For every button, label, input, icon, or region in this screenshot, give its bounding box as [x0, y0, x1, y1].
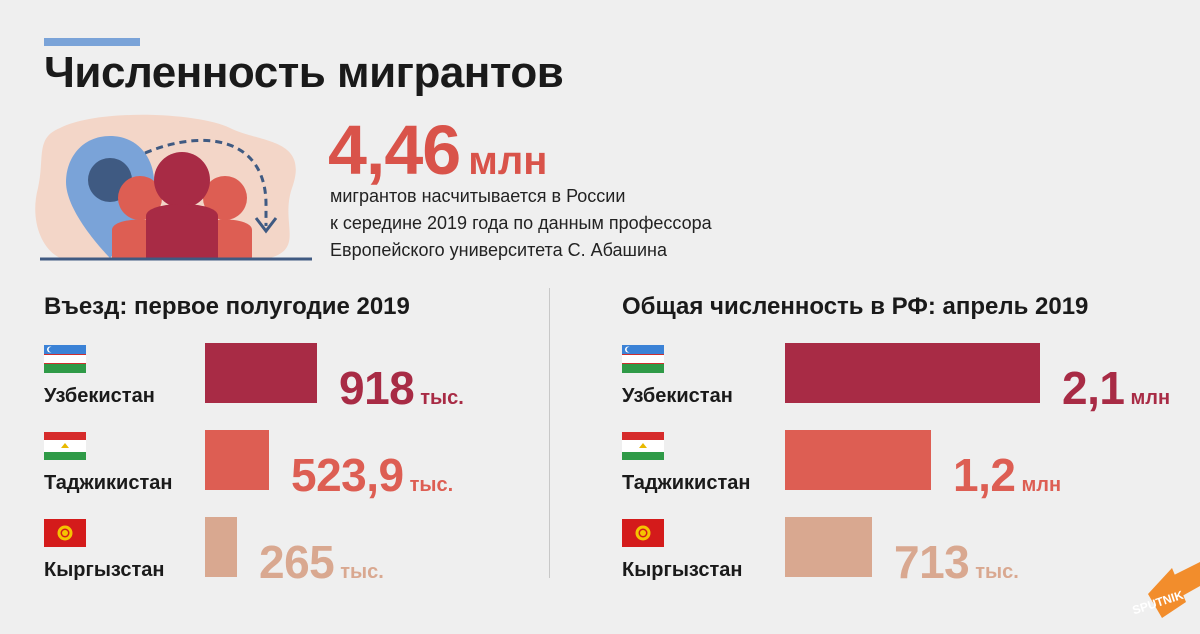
tajikistan-flag [44, 432, 86, 460]
data-value: 713 [894, 536, 970, 588]
kyrgyzstan-flag [44, 519, 86, 547]
person-icon [154, 152, 210, 208]
bar [785, 430, 931, 490]
bar [205, 430, 269, 490]
category-label: Таджикистан [44, 472, 173, 494]
data-label: 1,2 млн [953, 450, 1061, 512]
chart-title-total: Общая численность в РФ: апрель 2019 [622, 293, 1089, 320]
section-divider [549, 288, 550, 578]
tajikistan-flag [622, 432, 664, 460]
data-unit: млн [1021, 474, 1062, 496]
data-value: 2,1 [1062, 362, 1125, 414]
category-label: Кыргызстан [44, 559, 165, 581]
headline-line: мигрантов насчитывается в России [330, 186, 626, 206]
bar [785, 517, 872, 577]
category-label: Узбекистан [44, 385, 155, 407]
migrants-illustration [35, 114, 312, 261]
data-label: 918 тыс. [339, 363, 464, 425]
data-unit: млн [1130, 387, 1171, 409]
headline-number: 4,46 млн [328, 110, 547, 210]
bar [205, 517, 237, 577]
data-label: 2,1 млн [1062, 363, 1170, 425]
data-value: 1,2 [953, 449, 1016, 501]
bar [205, 343, 317, 403]
title-accent-line [44, 38, 140, 46]
headline-line: к середине 2019 года по данным профессор… [330, 213, 712, 233]
data-label: 523,9 тыс. [291, 450, 453, 512]
arrow-head [254, 217, 278, 234]
data-label: 713 тыс. [894, 537, 1019, 599]
page-title: Численность мигрантов [44, 48, 564, 97]
chart-title-entry: Въезд: первое полугодие 2019 [44, 293, 410, 320]
data-unit: тыс. [340, 561, 384, 583]
category-label: Кыргызстан [622, 559, 743, 581]
kyrgyzstan-flag [622, 519, 664, 547]
headline-value: 4,46 [328, 111, 461, 189]
headline-description: мигрантов насчитывается в России к серед… [330, 183, 712, 264]
bar [785, 343, 1040, 403]
uzbekistan-flag [44, 345, 86, 373]
migration-arrow-icon [144, 139, 268, 226]
data-value: 918 [339, 362, 415, 414]
data-value: 265 [259, 536, 335, 588]
data-unit: тыс. [409, 474, 454, 496]
category-label: Таджикистан [622, 472, 751, 494]
category-label: Узбекистан [622, 385, 733, 407]
data-unit: тыс. [420, 387, 464, 409]
uzbekistan-flag [622, 345, 664, 373]
headline-unit: млн [468, 139, 548, 183]
data-value: 523,9 [291, 449, 404, 501]
data-unit: тыс. [975, 561, 1019, 583]
data-label: 265 тыс. [259, 537, 384, 599]
headline-line: Европейского университета С. Абашина [330, 240, 667, 260]
sputnik-logo: SPUTNIK [1078, 562, 1200, 634]
